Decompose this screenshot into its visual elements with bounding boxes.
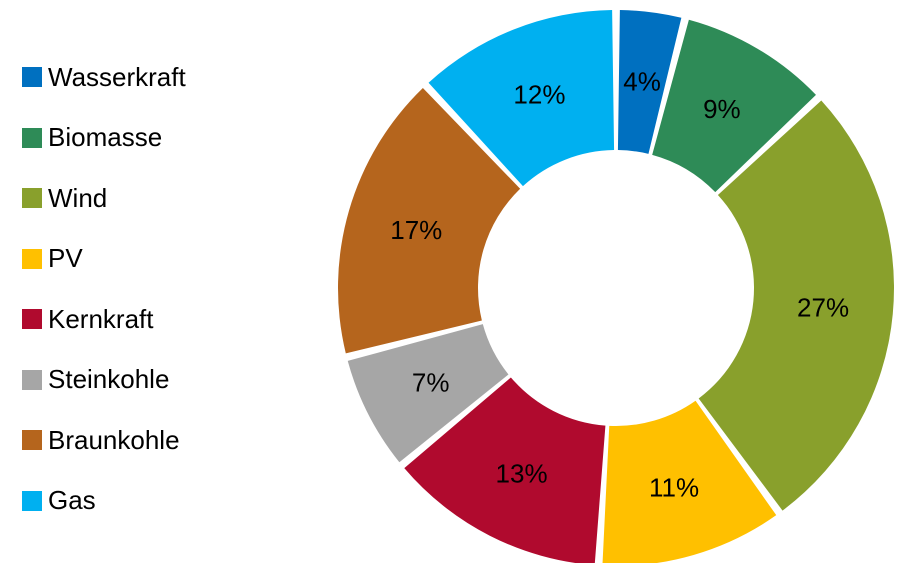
legend-label: Wasserkraft <box>48 61 186 92</box>
legend-swatch <box>22 67 42 88</box>
legend-label: PV <box>48 243 83 274</box>
slice-data-label: 17% <box>390 215 442 245</box>
legend-label: Gas <box>48 485 96 516</box>
legend-swatch <box>22 490 42 511</box>
slice-data-label: 9% <box>703 94 741 124</box>
legend-label: Braunkohle <box>48 424 180 455</box>
donut-slice <box>338 88 521 354</box>
legend-item: Wind <box>22 168 262 229</box>
donut-slice <box>617 10 682 154</box>
legend-item: Steinkohle <box>22 350 262 411</box>
donut-slice <box>347 324 509 463</box>
legend-label: Kernkraft <box>48 303 154 334</box>
slice-data-label: 27% <box>797 293 849 323</box>
legend-swatch <box>22 369 42 390</box>
donut-slice <box>602 400 777 563</box>
legend-item: Gas <box>22 471 262 532</box>
legend-label: Wind <box>48 182 108 213</box>
legend-label: Biomasse <box>48 122 163 153</box>
legend-swatch <box>22 309 42 330</box>
slice-data-label: 12% <box>513 80 565 110</box>
slice-data-label: 13% <box>496 458 548 488</box>
donut-slice <box>428 10 615 187</box>
legend-item: Kernkraft <box>22 289 262 350</box>
legend-swatch <box>22 127 42 148</box>
legend-swatch <box>22 188 42 209</box>
legend-swatch <box>22 430 42 451</box>
slice-data-label: 7% <box>412 367 450 397</box>
legend-swatch <box>22 248 42 269</box>
slice-data-label: 11% <box>649 473 699 503</box>
donut-slice <box>698 100 895 511</box>
legend-item: Wasserkraft <box>22 47 262 108</box>
slice-data-label: 4% <box>623 67 661 97</box>
donut-slice <box>652 19 816 193</box>
legend-item: Braunkohle <box>22 410 262 471</box>
legend-item: PV <box>22 229 262 290</box>
legend-item: Biomasse <box>22 108 262 169</box>
chart-legend: Wasserkraft Biomasse Wind PV Kernkraft Steink… <box>22 47 262 531</box>
legend-label: Steinkohle <box>48 364 170 395</box>
donut-slice <box>404 377 606 563</box>
